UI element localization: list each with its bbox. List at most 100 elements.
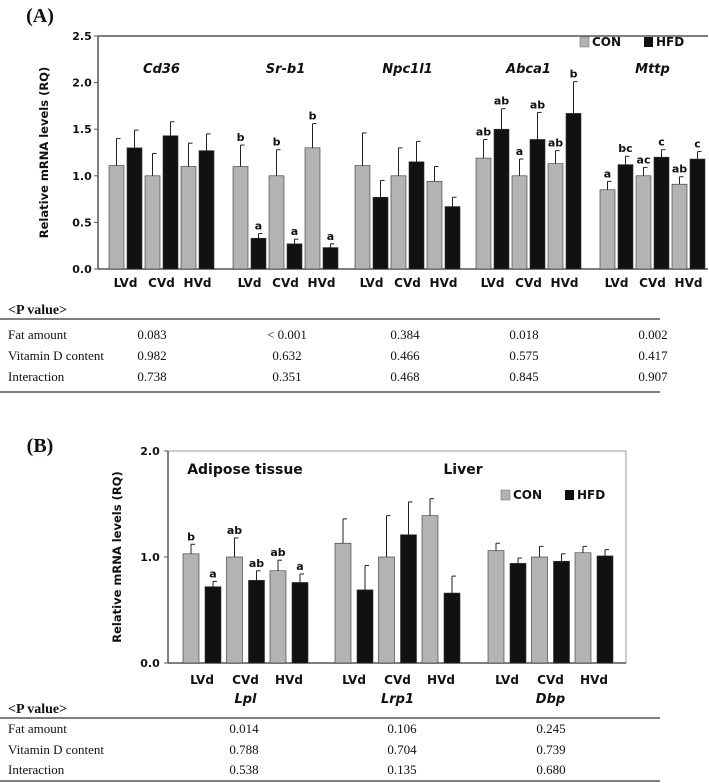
bar-hfd xyxy=(291,582,309,664)
bar-hfd xyxy=(322,247,339,270)
legend-swatch-con xyxy=(579,36,590,48)
bar-hfd xyxy=(204,586,222,664)
bar-hfd xyxy=(509,563,527,664)
x-tick-label: CVd xyxy=(148,276,175,290)
gene-label: Sr-b1 xyxy=(266,62,306,77)
bar-hfd xyxy=(565,113,582,270)
p-value-cell: 0.982 xyxy=(137,348,166,363)
bar-hfd xyxy=(250,237,267,270)
p-value-cell: 0.468 xyxy=(390,369,419,384)
gene-label: Cd36 xyxy=(143,62,180,77)
p-value-cell: 0.135 xyxy=(387,762,416,777)
p-value-cell: 0.575 xyxy=(509,348,538,363)
x-tick-label: LVd xyxy=(360,276,384,290)
significance-letter: c xyxy=(694,138,701,151)
bar-con xyxy=(182,553,200,664)
y-tick-label: 0.0 xyxy=(72,263,92,276)
p-value-cell: 0.083 xyxy=(137,327,166,342)
bar-con xyxy=(531,556,548,664)
row-label: Vitamin D content xyxy=(8,742,104,757)
p-value-cell: 0.466 xyxy=(390,348,420,363)
significance-letter: a xyxy=(327,230,334,243)
significance-letter: b xyxy=(187,530,195,543)
row-label: Interaction xyxy=(8,369,65,384)
x-tick-label: CVd xyxy=(384,673,411,687)
x-tick-label: CVd xyxy=(232,673,259,687)
legend-swatch-con xyxy=(500,489,511,501)
legend-label-con: CON xyxy=(513,488,542,502)
significance-letter: a xyxy=(291,225,298,238)
y-tick-label: 1.0 xyxy=(140,551,160,564)
p-value-cell: 0.739 xyxy=(536,742,565,757)
x-tick-label: HVd xyxy=(184,276,212,290)
y-tick-label: 1.5 xyxy=(72,123,92,136)
p-value-cell: 0.002 xyxy=(638,327,667,342)
bar-con xyxy=(426,181,443,270)
legend-label-con: CON xyxy=(592,35,621,49)
bar-con xyxy=(487,550,505,664)
bar-con xyxy=(599,189,616,270)
significance-letter: b xyxy=(570,68,578,81)
p-value-cell: 0.018 xyxy=(509,327,538,342)
gene-label: Mttp xyxy=(635,62,670,77)
bar-hfd xyxy=(286,243,303,270)
y-tick-label: 1.0 xyxy=(72,170,92,183)
p-value-cell: 0.538 xyxy=(229,762,258,777)
y-axis-label: Relative mRNA levels (RQ) xyxy=(37,67,51,238)
gene-label: Abca1 xyxy=(505,62,551,77)
tissue-label-adipose: Adipose tissue xyxy=(187,462,303,478)
x-tick-label: LVd xyxy=(342,673,366,687)
x-tick-label: CVd xyxy=(639,276,666,290)
bar-hfd xyxy=(553,560,570,664)
row-label: Vitamin D content xyxy=(8,348,104,363)
bar-hfd xyxy=(617,164,634,270)
significance-letter: ab xyxy=(672,163,687,176)
bar-hfd xyxy=(162,135,179,270)
bar-hfd xyxy=(689,158,706,270)
bar-con xyxy=(511,175,528,270)
bar-hfd xyxy=(198,150,215,270)
bar-con xyxy=(268,175,285,270)
y-tick-label: 2.0 xyxy=(72,77,92,90)
significance-letter: ab xyxy=(227,524,242,537)
significance-letter: b xyxy=(273,136,281,149)
p-value-cell: 0.738 xyxy=(137,369,166,384)
bar-con xyxy=(354,165,371,270)
p-value-cell: 0.704 xyxy=(387,742,417,757)
y-tick-label: 0.5 xyxy=(72,216,92,229)
significance-letter: a xyxy=(516,145,523,158)
bar-con xyxy=(269,570,287,664)
x-tick-label: LVd xyxy=(114,276,138,290)
x-tick-label: CVd xyxy=(272,276,299,290)
x-tick-label: HVd xyxy=(551,276,579,290)
significance-letter: b xyxy=(309,110,317,123)
significance-letter: a xyxy=(296,560,303,573)
p-value-cell: 0.788 xyxy=(229,742,258,757)
gene-label: Npc1l1 xyxy=(382,62,432,77)
bar-con xyxy=(378,556,395,664)
bar-con xyxy=(144,175,161,270)
row-label: Interaction xyxy=(8,762,65,777)
significance-letter: b xyxy=(237,131,245,144)
p-value-cell: 0.245 xyxy=(536,721,565,736)
bar-con xyxy=(635,175,652,270)
panel-label: (A) xyxy=(26,5,54,27)
x-tick-label: CVd xyxy=(515,276,542,290)
p-value-cell: 0.907 xyxy=(638,369,668,384)
legend-swatch-hfd xyxy=(644,37,653,47)
y-axis-label: Relative mRNA levels (RQ) xyxy=(110,471,124,642)
bar-con xyxy=(304,147,321,270)
x-tick-label: CVd xyxy=(394,276,421,290)
significance-letter: ab xyxy=(270,546,285,559)
x-tick-label: CVd xyxy=(537,673,564,687)
significance-letter: ab xyxy=(530,98,545,111)
bar-hfd xyxy=(400,534,417,664)
p-value-cell: < 0.001 xyxy=(267,327,307,342)
p-value-cell: 0.632 xyxy=(272,348,301,363)
x-tick-label: HVd xyxy=(275,673,303,687)
bar-hfd xyxy=(356,589,374,664)
p-value-cell: 0.384 xyxy=(390,327,420,342)
p-value-cell: 0.014 xyxy=(229,721,259,736)
bar-hfd xyxy=(248,580,265,664)
bar-hfd xyxy=(529,139,546,270)
